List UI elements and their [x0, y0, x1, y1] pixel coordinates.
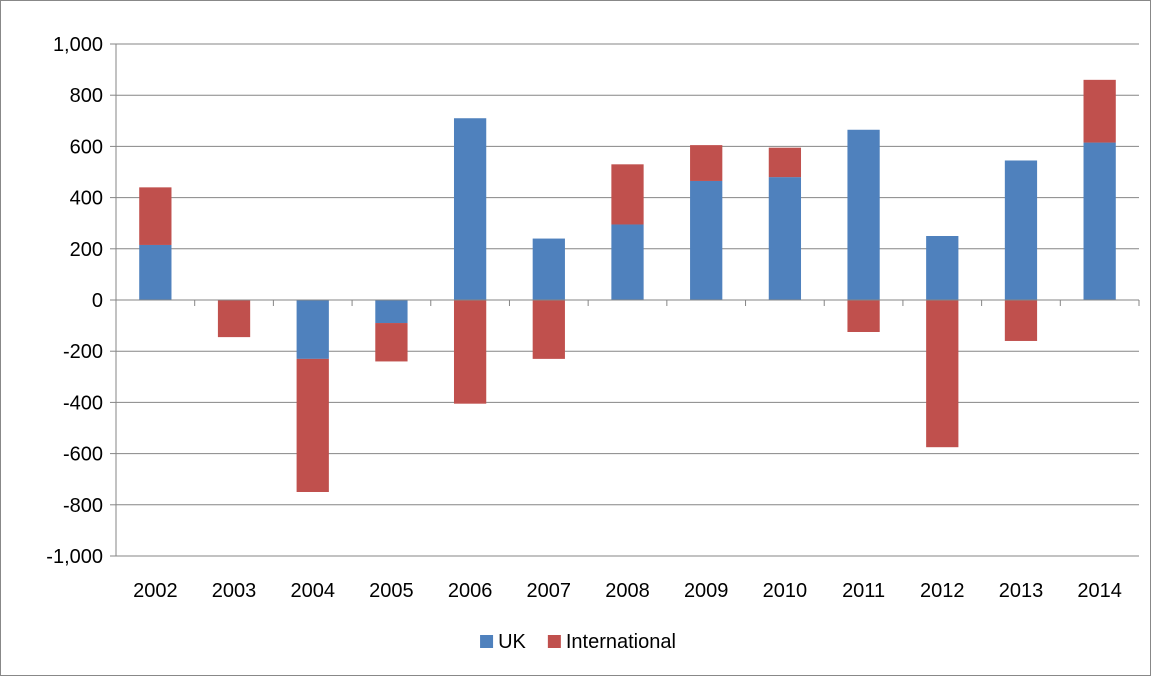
- bar-international-2010: [768, 147, 802, 178]
- bars: [139, 79, 1116, 492]
- x-tick-label: 2010: [763, 580, 808, 602]
- y-tick-label: -400: [63, 392, 103, 414]
- x-tick-label: 2008: [605, 580, 650, 602]
- bar-uk-2010: [768, 177, 802, 300]
- bar-uk-2009: [690, 180, 723, 300]
- bar-uk-2002: [139, 244, 172, 300]
- y-tick-labels: -1,000 -800 -600 -400 -200 0 200 400 600 800 1,000: [46, 34, 103, 568]
- y-tick-label: 400: [70, 188, 103, 210]
- bar-international-2014: [1083, 79, 1116, 143]
- legend-label-international: International: [566, 631, 676, 653]
- y-tick-label: -200: [63, 341, 103, 363]
- x-tick-label: 2012: [920, 580, 965, 602]
- bar-uk-2012: [926, 236, 959, 300]
- y-tick-label: 0: [92, 290, 103, 312]
- legend: UK International: [480, 631, 676, 653]
- x-tick-label: 2009: [684, 580, 729, 602]
- y-tick-label: 1,000: [53, 34, 103, 56]
- bar-international-2013: [1004, 300, 1038, 341]
- bar-international-2008: [611, 164, 644, 225]
- bar-uk-2004: [296, 300, 329, 359]
- bar-international-2009: [690, 145, 723, 181]
- x-tick-label: 2007: [527, 580, 572, 602]
- bar-uk-2008: [611, 224, 644, 300]
- axes: [110, 43, 1140, 557]
- y-tick-label: 200: [70, 239, 103, 261]
- bar-uk-2011: [847, 129, 880, 300]
- y-tick-label: 800: [70, 85, 103, 107]
- x-tick-labels: 2002 2003 2004 2005 2006 2007 2008 2009 2010 2011…: [133, 580, 1122, 602]
- y-tick-label: -800: [63, 495, 103, 517]
- x-tick-label: 2011: [842, 580, 885, 602]
- x-tick-label: 2003: [212, 580, 257, 602]
- x-tick-label: 2004: [290, 580, 335, 602]
- bar-international-2007: [532, 300, 565, 359]
- bar-uk-2007: [532, 238, 565, 300]
- x-tick-label: 2006: [448, 580, 493, 602]
- x-tick-label: 2013: [999, 580, 1044, 602]
- legend-label-uk: UK: [498, 631, 526, 653]
- bar-uk-2014: [1083, 142, 1116, 300]
- legend-swatch-uk: [480, 635, 494, 648]
- x-tick-label: 2002: [133, 580, 178, 602]
- bar-international-2002: [139, 187, 172, 245]
- bar-uk-2013: [1004, 160, 1038, 300]
- y-tick-label: 600: [70, 136, 103, 158]
- bar-uk-2005: [375, 300, 408, 324]
- bar-international-2004: [296, 358, 329, 492]
- y-tick-label: -1,000: [46, 546, 103, 568]
- x-tick-label: 2014: [1077, 580, 1122, 602]
- bar-uk-2006: [453, 118, 487, 301]
- legend-swatch-international: [547, 635, 561, 648]
- bar-international-2011: [847, 300, 880, 332]
- bar-international-2006: [453, 300, 487, 404]
- x-tick-label: 2005: [369, 580, 414, 602]
- bar-international-2012: [926, 300, 959, 448]
- y-tick-label: -600: [63, 444, 103, 466]
- bar-international-2005: [375, 323, 408, 362]
- bar-international-2003: [217, 300, 251, 338]
